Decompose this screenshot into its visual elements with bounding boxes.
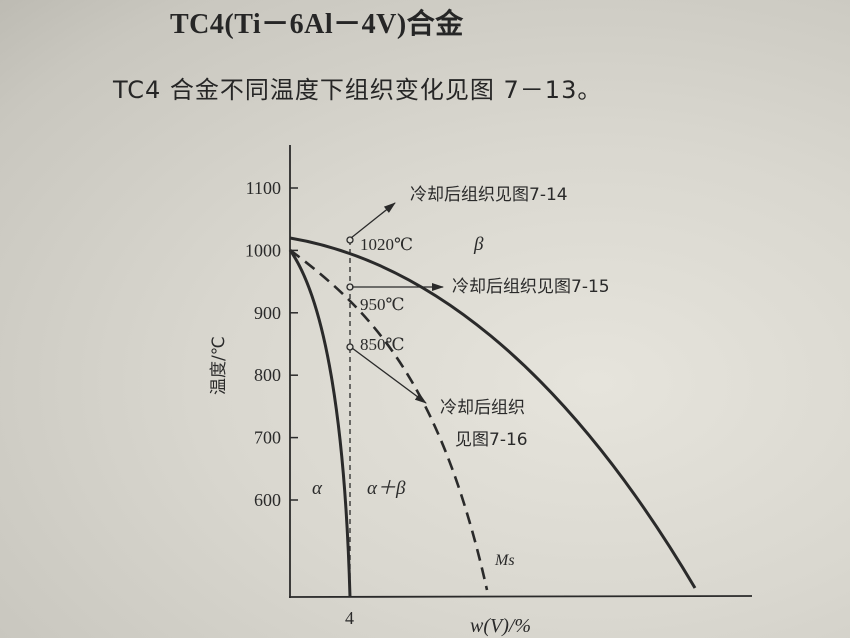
alpha-solvus-curve xyxy=(288,249,352,598)
region-alpha-beta: α＋β xyxy=(367,478,406,499)
arrow-850 xyxy=(351,347,427,404)
arrow-1020 xyxy=(350,202,396,239)
body-sentence: TC4 合金不同温度下组织变化见图 7－13。 xyxy=(113,76,603,104)
beta-transus-curve xyxy=(289,236,697,589)
temp-label-1020: 1020℃ xyxy=(360,235,413,254)
x-axis xyxy=(288,595,753,598)
temp-label-850: 850℃ xyxy=(360,335,405,354)
x-tick-4: 4 xyxy=(345,608,354,628)
note-7-15: 冷却后组织见图7-15 xyxy=(452,277,610,297)
ms-label: Ms xyxy=(494,552,515,569)
note-7-16-line1: 冷却后组织 xyxy=(440,398,525,418)
section-heading: TC4(Ti－6Al－4V)合金 xyxy=(170,9,464,40)
x-axis-label: w(V)/% xyxy=(470,615,531,637)
ms-curve xyxy=(289,248,489,591)
y-tick-label-600: 600 xyxy=(254,490,281,510)
point-1020 xyxy=(346,236,354,244)
y-tick-label-1000: 1000 xyxy=(245,240,281,260)
y-tick-label-700: 700 xyxy=(254,428,281,448)
y-tick-label-1100: 1100 xyxy=(246,178,281,198)
y-tick-label-900: 900 xyxy=(254,303,281,323)
region-beta: β xyxy=(473,234,484,255)
y-tick-label-800: 800 xyxy=(254,365,281,385)
point-850 xyxy=(346,343,354,351)
y-axis-label: 温度/℃ xyxy=(209,336,229,395)
region-alpha: α xyxy=(312,478,323,499)
note-7-16-line2: 见图7-16 xyxy=(455,430,528,450)
note-7-14: 冷却后组织见图7-14 xyxy=(410,185,568,205)
temp-label-950: 950℃ xyxy=(360,295,405,314)
